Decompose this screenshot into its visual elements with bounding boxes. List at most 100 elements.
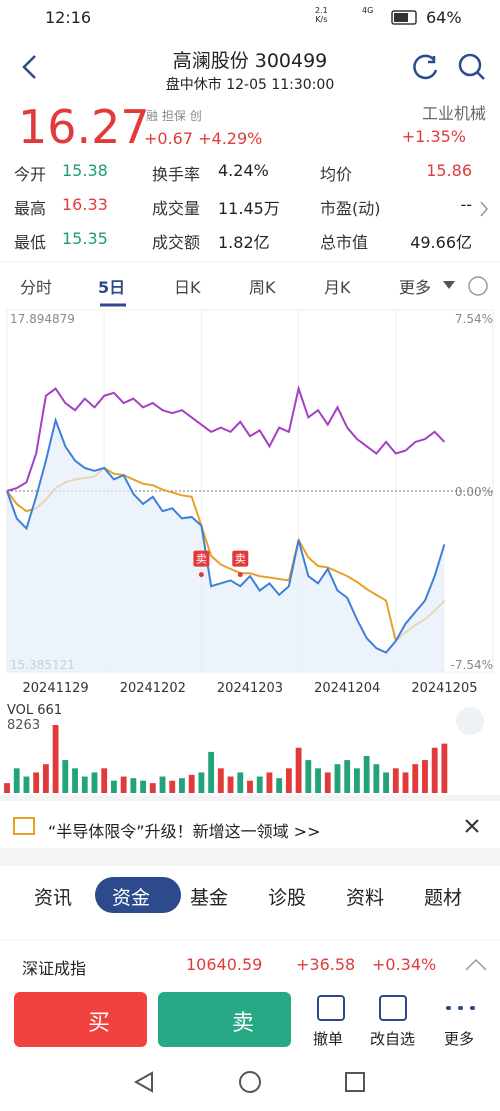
stat-value: 4.24% — [218, 161, 269, 180]
buy-button[interactable] — [14, 992, 147, 1047]
stat-label: 成交额 — [152, 233, 201, 252]
gap — [0, 848, 500, 866]
volume-bar — [13, 768, 20, 793]
volume-bar — [159, 776, 166, 793]
index-change: +36.58 — [296, 955, 356, 974]
change-abs: +0.67 — [144, 129, 194, 148]
volume-bar — [52, 725, 59, 793]
collapse-icon[interactable] — [465, 958, 487, 971]
sell-label[interactable]: 卖 — [232, 1011, 255, 1036]
volume-bar — [130, 778, 137, 793]
battery-icon — [391, 10, 417, 25]
annotation-dot — [198, 572, 204, 578]
volume-bar — [217, 768, 224, 793]
badges: 融 担保 创 — [146, 107, 202, 124]
tab[interactable]: 更多 — [399, 278, 432, 297]
stat-value: 49.66亿 — [410, 233, 472, 252]
x-tick-label: 20241204 — [314, 681, 380, 696]
stat-value: 15.38 — [62, 161, 108, 180]
y-tick-label: 17.894879 — [10, 312, 75, 326]
action[interactable]: 更多 — [444, 1030, 475, 1048]
stat-label: 成交量 — [152, 199, 201, 218]
bottom-tab[interactable]: 资金 — [112, 887, 151, 909]
x-tick-label: 20241202 — [120, 681, 186, 696]
tab[interactable]: 分时 — [20, 278, 53, 297]
badge: 担保 — [161, 109, 186, 123]
bottom-tab[interactable]: 资讯 — [34, 887, 73, 909]
bottom-tab[interactable]: 资料 — [346, 887, 385, 909]
settings-icon[interactable] — [468, 276, 488, 296]
action[interactable]: 改自选 — [370, 1030, 416, 1048]
stat-label: 换手率 — [152, 165, 201, 184]
more-arrow — [443, 281, 455, 289]
toggle-icon[interactable] — [456, 707, 484, 735]
volume-bar — [149, 783, 156, 793]
nav-home[interactable] — [239, 1071, 261, 1093]
volume-bar — [42, 764, 49, 793]
annotation: 卖 — [235, 553, 246, 566]
volume-bar — [383, 772, 389, 793]
speed: 2.1 — [315, 6, 328, 15]
refresh-icon[interactable] — [413, 54, 438, 80]
bottom-tab[interactable]: 诊股 — [268, 887, 307, 909]
series-line — [6, 384, 446, 492]
sector[interactable]: 工业机械 — [421, 104, 486, 123]
change: +0.67 +4.29% — [144, 129, 262, 148]
volume-bar — [266, 772, 273, 793]
watch-icon[interactable] — [379, 995, 407, 1021]
battery: 64% — [426, 8, 462, 27]
sell-button[interactable] — [158, 992, 291, 1047]
volume-bar — [431, 747, 438, 793]
volume-bar — [324, 772, 331, 793]
search-icon[interactable] — [458, 53, 482, 77]
tab[interactable]: 周K — [249, 278, 276, 297]
volume-bar — [315, 768, 321, 793]
series-line — [6, 416, 446, 654]
annotation-dot — [237, 572, 243, 578]
stat-value: -- — [460, 195, 472, 214]
buy-label[interactable]: 买 — [88, 1011, 111, 1036]
back-icon[interactable] — [22, 55, 36, 79]
active-tab-pill — [95, 877, 181, 913]
bottom-tab[interactable]: 基金 — [190, 887, 229, 909]
close-icon[interactable] — [465, 819, 479, 833]
annotation: 卖 — [196, 553, 207, 566]
volume-bar — [72, 768, 78, 793]
volume-bar — [62, 760, 69, 793]
volume-bar — [285, 768, 292, 793]
volume-bar — [334, 764, 341, 793]
volume-bar — [305, 760, 312, 793]
status-speed: 2.1 K/s — [315, 6, 328, 24]
action[interactable]: 撤单 — [313, 1030, 344, 1048]
price-area — [7, 420, 445, 672]
stat-label: 均价 — [320, 165, 353, 184]
volume-bar — [247, 780, 253, 793]
volume-bar — [441, 743, 448, 793]
cancel-icon[interactable] — [317, 995, 345, 1021]
volume-bar — [237, 772, 244, 793]
y-tick-label: 8263 — [7, 718, 40, 733]
nav-back[interactable] — [133, 1071, 153, 1093]
banner[interactable]: “半导体限令”升级！新增这一领域 >> — [48, 822, 321, 841]
volume-bar — [4, 783, 10, 793]
chart: 17.89487915.3851217.54%0.00%-7.54%202411… — [4, 309, 494, 793]
chevron — [480, 201, 488, 217]
volume-bar — [344, 760, 351, 793]
tab[interactable]: 5日 — [98, 278, 126, 297]
nav-recent[interactable] — [345, 1072, 365, 1092]
bottom-tab[interactable]: 题材 — [424, 887, 463, 909]
search-handle — [476, 71, 485, 80]
volume-bar — [412, 764, 419, 793]
tab[interactable]: 月K — [324, 278, 351, 297]
volume-bar — [402, 772, 409, 793]
volume-bar — [276, 778, 283, 793]
volume-bar — [295, 747, 302, 793]
x-tick-label: 20241129 — [23, 681, 89, 696]
network: 4G — [362, 6, 374, 15]
volume-bar — [33, 772, 40, 793]
volume-bar — [354, 768, 360, 793]
index-value: 10640.59 — [186, 955, 263, 974]
status-time: 12:16 — [45, 8, 92, 27]
tab[interactable]: 日K — [174, 278, 201, 297]
